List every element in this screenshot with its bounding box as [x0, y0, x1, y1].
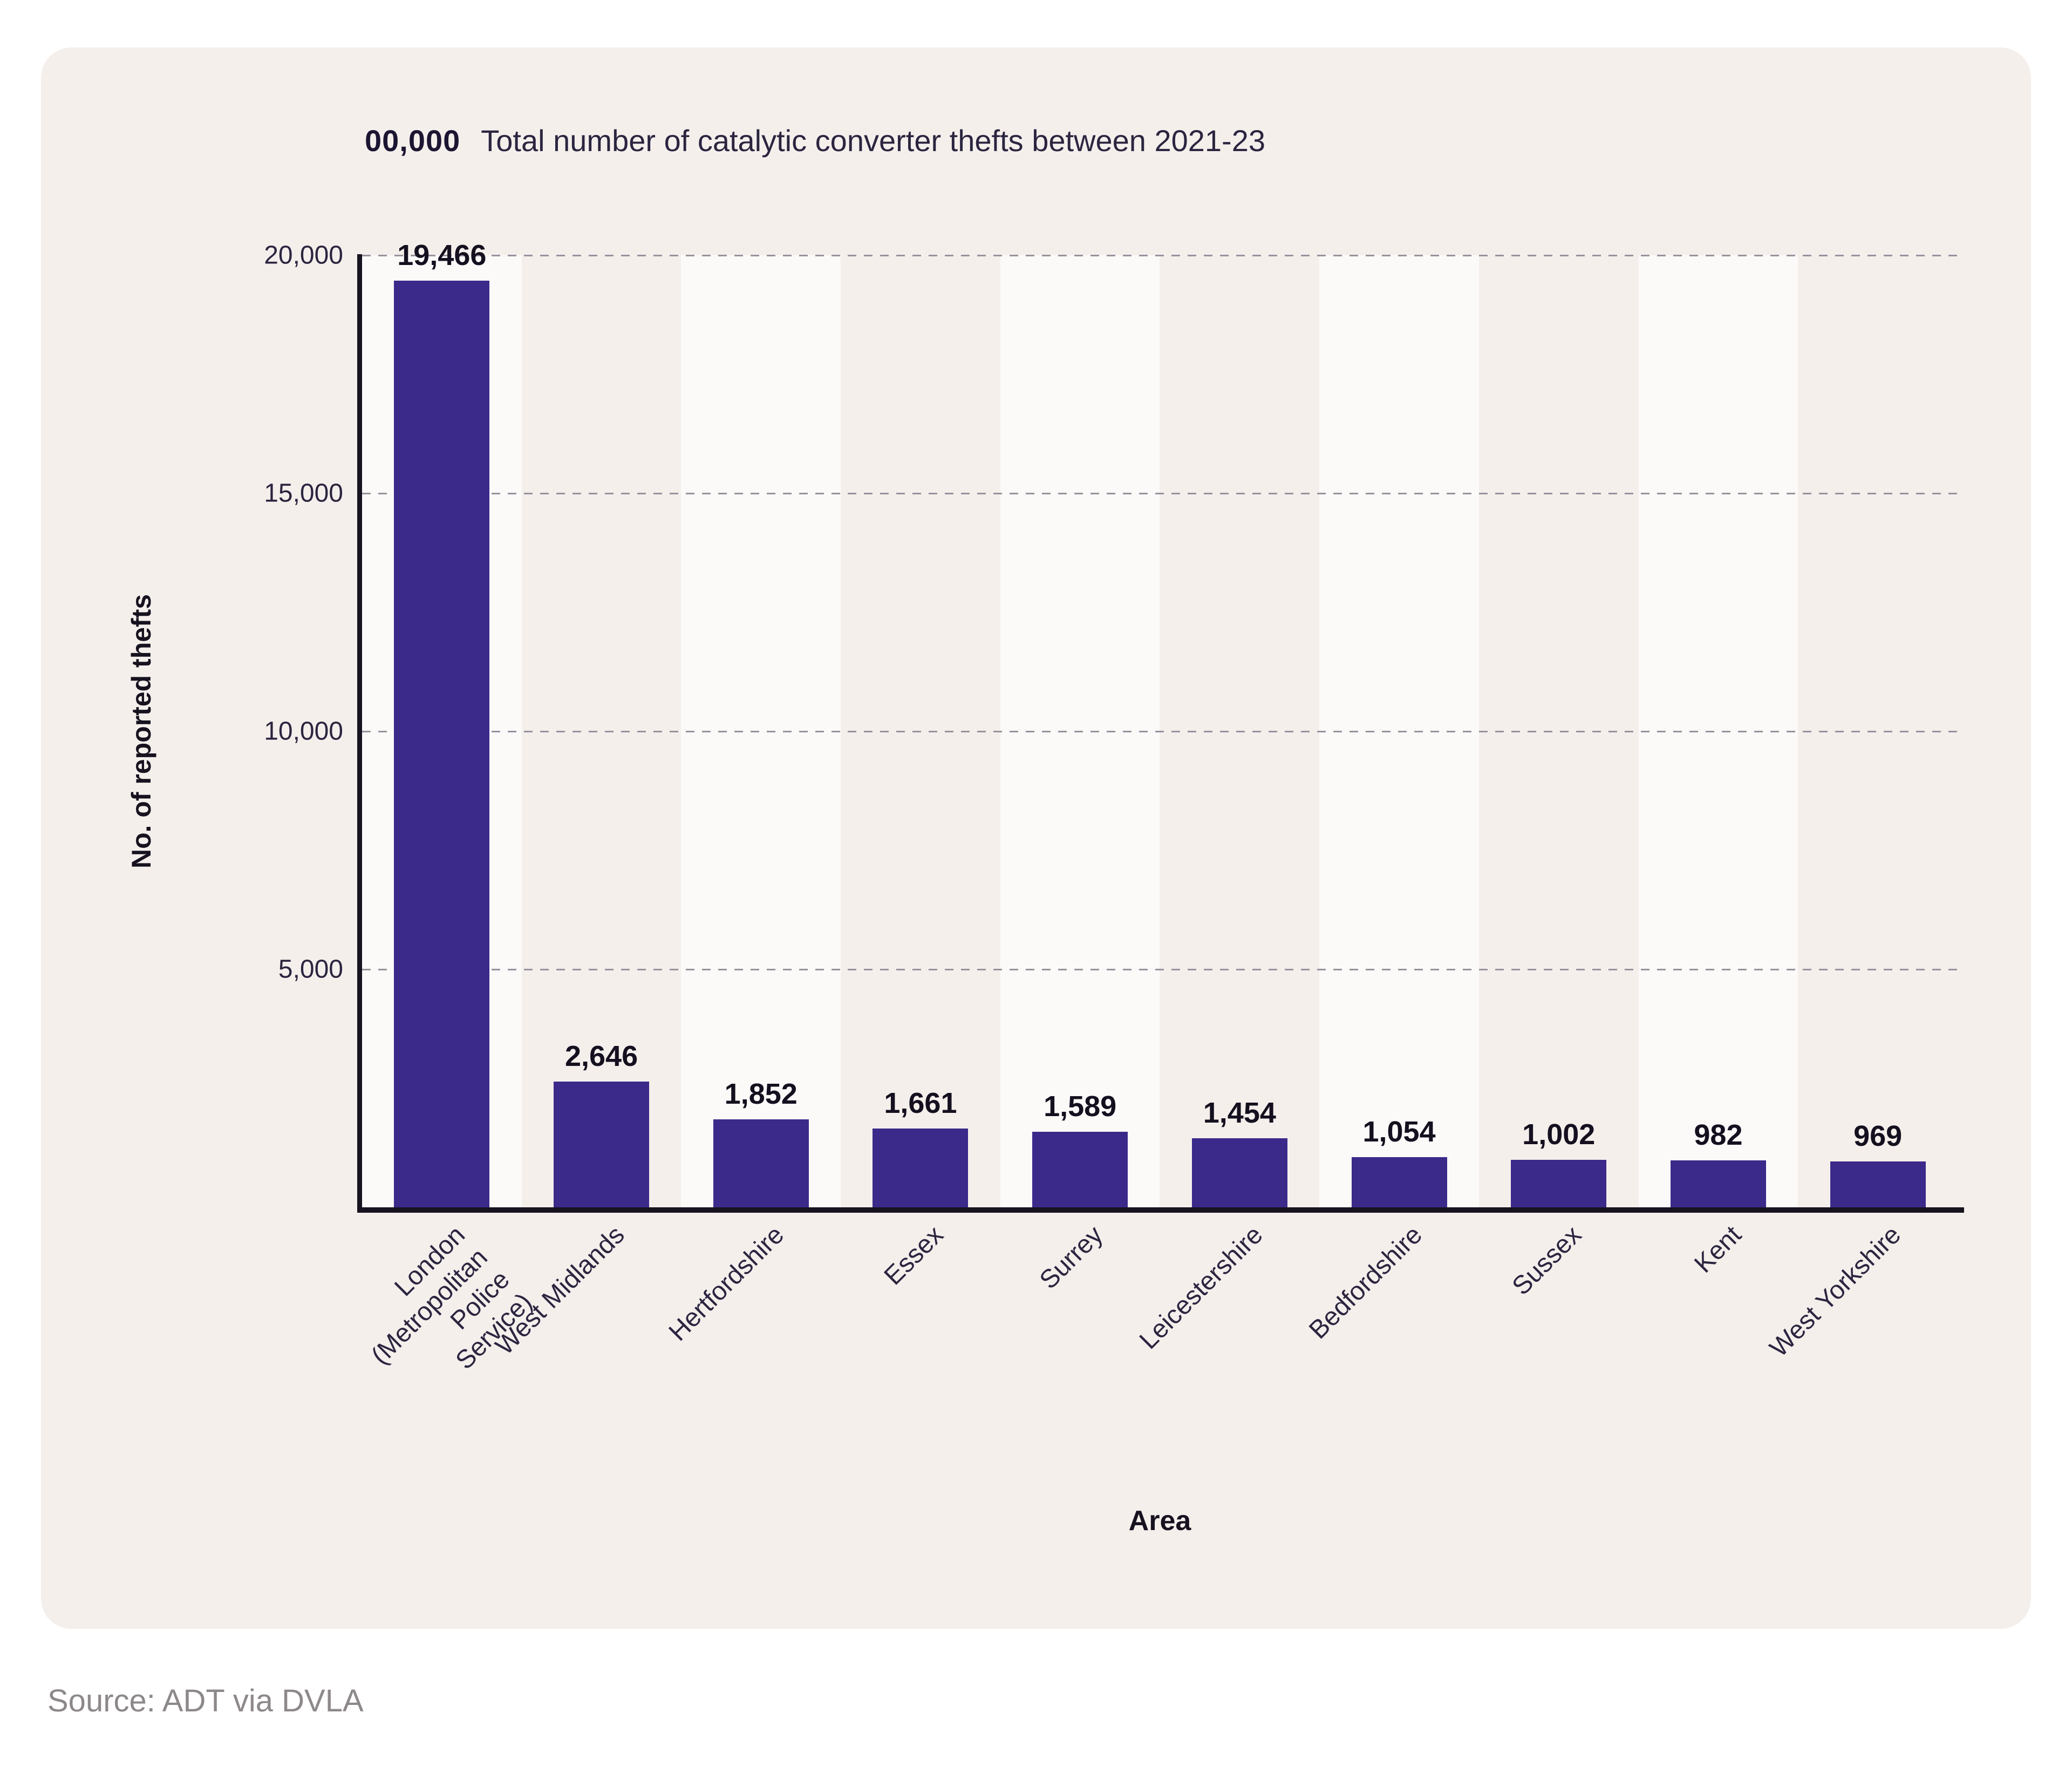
x-tick-label: London (Metropolitan Police Service) — [365, 1220, 537, 1375]
chart-title: 00,000 Total number of catalytic converte… — [365, 123, 1265, 158]
bar-value-label: 1,661 — [884, 1086, 957, 1119]
bar-value-label: 2,646 — [564, 1039, 638, 1072]
bar — [1351, 1157, 1447, 1207]
x-axis-line — [357, 1207, 1964, 1213]
plot-area: 19,466 2,646 1,852 1,661 1,589 1,454 1,054 1,00… — [362, 239, 1958, 1207]
x-axis-title: Area — [1128, 1505, 1191, 1537]
x-tick-label: West Yorkshire — [1764, 1220, 1907, 1363]
bar — [394, 281, 490, 1207]
y-axis-ticks: 5,000 10,000 15,000 20,000 — [41, 241, 343, 1207]
gridline — [362, 730, 1958, 732]
bar — [873, 1128, 969, 1207]
x-axis-tick-labels: London (Metropolitan Police Service) West… — [362, 1220, 1958, 1554]
bar-value-label: 1,454 — [1203, 1096, 1276, 1129]
gridline — [362, 254, 1958, 256]
bar — [1032, 1131, 1128, 1207]
bar — [1830, 1161, 1926, 1207]
chart-card: 00,000 Total number of catalytic converte… — [41, 47, 2031, 1629]
x-tick-label: Leicestershire — [1134, 1220, 1269, 1355]
bar — [1511, 1159, 1607, 1207]
x-tick-label: Essex — [878, 1220, 949, 1291]
y-axis-line — [357, 254, 362, 1213]
bar-value-label: 982 — [1694, 1119, 1743, 1152]
gridline — [362, 968, 1958, 970]
bar-value-label: 1,589 — [1044, 1090, 1117, 1123]
gridline — [362, 492, 1958, 494]
chart-title-number-format: 00,000 — [365, 124, 461, 158]
bar — [1670, 1160, 1766, 1207]
y-tick-label: 10,000 — [264, 717, 343, 746]
bar-value-label: 969 — [1853, 1119, 1903, 1152]
chart-title-text: Total number of catalytic converter thef… — [481, 124, 1265, 158]
y-tick-label: 5,000 — [278, 955, 343, 984]
x-tick-label: Surrey — [1034, 1220, 1109, 1295]
bar-value-label: 19,466 — [397, 239, 487, 272]
x-tick-label: Kent — [1689, 1220, 1747, 1279]
bar — [554, 1081, 650, 1207]
bar-value-label: 1,054 — [1362, 1116, 1436, 1148]
y-tick-label: 15,000 — [264, 479, 343, 508]
bar-value-label: 1,852 — [724, 1077, 798, 1110]
bar-value-label: 1,002 — [1522, 1118, 1596, 1151]
bar — [1191, 1138, 1287, 1207]
x-tick-label: Hertfordshire — [663, 1220, 790, 1347]
y-tick-label: 20,000 — [264, 241, 343, 270]
source-attribution: Source: ADT via DVLA — [47, 1683, 364, 1718]
x-tick-label: Bedfordshire — [1304, 1220, 1428, 1345]
x-tick-label: Sussex — [1507, 1220, 1587, 1301]
bar — [713, 1119, 809, 1207]
